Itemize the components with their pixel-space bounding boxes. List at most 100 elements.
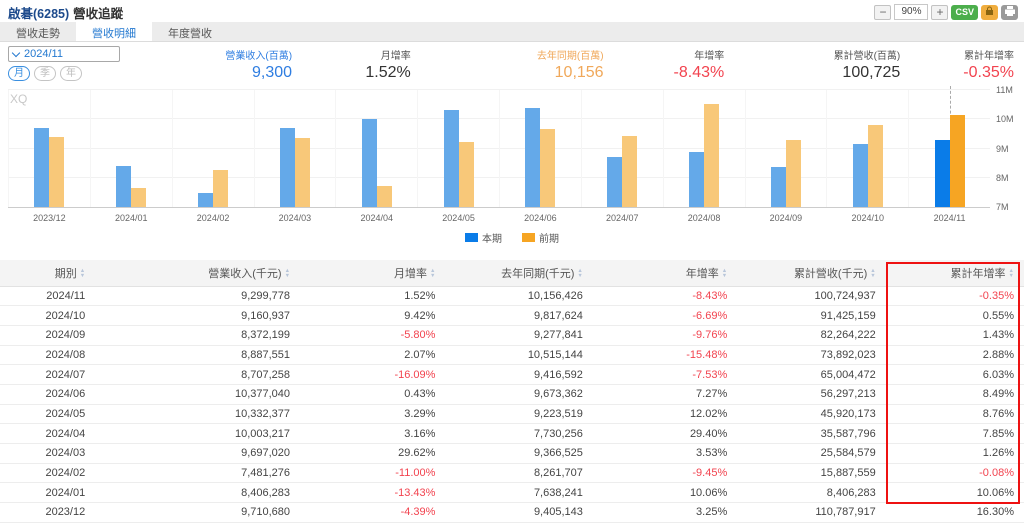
- table-row[interactable]: 2024/07 8,707,258 -16.09% 9,416,592 -7.5…: [0, 364, 1024, 385]
- freq-year-button[interactable]: 年: [60, 66, 82, 81]
- chart-category-slot: 2024/10: [826, 90, 908, 223]
- bar-前期-2024/01[interactable]: [131, 188, 147, 207]
- bar-前期-2024/08[interactable]: [704, 104, 720, 207]
- header-label: 月增率: [393, 267, 427, 280]
- bar-本期-2024/07[interactable]: [607, 157, 623, 207]
- sort-icon[interactable]: [285, 269, 290, 279]
- cell-cumulative-yoy: -0.08%: [885, 463, 1024, 484]
- stat-value: 100,725: [842, 64, 901, 81]
- sort-icon[interactable]: [870, 269, 875, 279]
- cell-cumulative-yoy: 10.06%: [885, 482, 1024, 504]
- table-row[interactable]: 2024/10 9,160,937 9.42% 9,817,624 -6.69%…: [0, 305, 1024, 326]
- table-row[interactable]: 2024/03 9,697,020 29.62% 9,366,525 3.53%…: [0, 443, 1024, 464]
- stat-value: 1.52%: [365, 64, 411, 81]
- zoom-out-button[interactable]: −: [874, 4, 892, 20]
- header-period[interactable]: 期別: [0, 260, 96, 287]
- bar-前期-2024/04[interactable]: [376, 185, 392, 207]
- bar-本期-2023/12[interactable]: [34, 127, 50, 207]
- header-mom[interactable]: 月增率: [300, 260, 446, 287]
- cell-period: 2024/02: [0, 463, 96, 484]
- bar-前期-2024/03[interactable]: [294, 137, 310, 207]
- freq-month-button[interactable]: 月: [8, 66, 30, 81]
- bar-前期-2024/10[interactable]: [867, 124, 883, 207]
- sort-icon[interactable]: [577, 269, 582, 279]
- sort-icon[interactable]: [722, 269, 727, 279]
- bar-前期-2024/07[interactable]: [622, 136, 638, 207]
- revenue-table-wrap: 期別 營業收入(千元) 月增率 去年同期(千元) 年增率 累計營收(千元) 累計…: [0, 260, 1024, 523]
- lock-button[interactable]: [981, 3, 998, 21]
- cell-revenue: 10,377,040: [95, 384, 301, 405]
- stat-last-year: 去年同期(百萬) 10,156: [411, 46, 604, 84]
- bar-前期-2024/02[interactable]: [213, 170, 229, 207]
- tab-revenue-trend[interactable]: 營收走勢: [16, 28, 60, 40]
- bar-前期-2023/12[interactable]: [49, 136, 65, 207]
- table-row[interactable]: 2024/08 8,887,551 2.07% 10,515,144 -15.4…: [0, 345, 1024, 366]
- table-row[interactable]: 2024/05 10,332,377 3.29% 9,223,519 12.02…: [0, 404, 1024, 425]
- cell-yoy: 3.53%: [592, 443, 738, 464]
- print-button[interactable]: [1001, 4, 1018, 20]
- bar-本期-2024/03[interactable]: [279, 128, 295, 207]
- legend-prior-period[interactable]: 前期: [522, 230, 559, 245]
- bar-前期-2024/09[interactable]: [785, 140, 801, 207]
- zoom-level[interactable]: 90%: [894, 4, 929, 20]
- cell-last-year: 10,515,144: [445, 345, 593, 366]
- legend-current-period[interactable]: 本期: [465, 230, 502, 245]
- stat-value: -8.43%: [673, 64, 725, 81]
- header-last-year[interactable]: 去年同期(千元): [445, 260, 593, 287]
- stat-value: -0.35%: [963, 64, 1014, 81]
- header-label: 去年同期(千元): [501, 267, 575, 280]
- bar-前期-2024/06[interactable]: [540, 128, 556, 207]
- header-cumulative[interactable]: 累計營收(千元): [737, 260, 886, 287]
- bar-本期-2024/01[interactable]: [116, 165, 132, 207]
- header-yoy[interactable]: 年增率: [592, 260, 738, 287]
- sort-icon[interactable]: [1009, 269, 1014, 279]
- chart-category-slot: 2024/11: [908, 86, 990, 223]
- sort-icon[interactable]: [430, 269, 435, 279]
- cell-mom: 1.52%: [300, 286, 446, 307]
- x-axis-label: 2024/04: [360, 213, 394, 223]
- cell-period: 2024/03: [0, 443, 96, 464]
- header-revenue[interactable]: 營業收入(千元): [95, 260, 301, 287]
- bar-本期-2024/08[interactable]: [689, 151, 705, 207]
- cell-revenue: 8,406,283: [95, 482, 301, 504]
- lock-icon: [985, 3, 994, 21]
- cell-cumulative-yoy: 16.30%: [885, 502, 1024, 523]
- table-row[interactable]: 2024/02 7,481,276 -11.00% 8,261,707 -9.4…: [0, 463, 1024, 484]
- bar-本期-2024/11[interactable]: [934, 139, 950, 207]
- page-title-label: 營收追蹤: [73, 6, 124, 21]
- bar-本期-2024/10[interactable]: [852, 143, 868, 207]
- bar-本期-2024/06[interactable]: [525, 108, 541, 207]
- cell-mom: -4.39%: [300, 502, 446, 523]
- header-cumulative-yoy[interactable]: 累計年增率: [885, 260, 1024, 287]
- table-row[interactable]: 2024/04 10,003,217 3.16% 7,730,256 29.40…: [0, 423, 1024, 444]
- table-row[interactable]: 2024/11 9,299,778 1.52% 10,156,426 -8.43…: [0, 286, 1024, 307]
- x-axis-label: 2024/09: [769, 213, 803, 223]
- tab-annual-revenue[interactable]: 年度營收: [168, 28, 212, 40]
- csv-export-button[interactable]: CSV: [951, 4, 978, 20]
- tab-revenue-detail[interactable]: 營收明細: [76, 22, 152, 41]
- bar-本期-2024/04[interactable]: [361, 119, 377, 207]
- cell-period: 2024/04: [0, 423, 96, 444]
- period-select[interactable]: 2024/11: [8, 46, 120, 62]
- period-controls: 2024/11 月 季 年: [8, 46, 208, 84]
- zoom-in-button[interactable]: +: [931, 4, 949, 20]
- table-row[interactable]: 2024/09 8,372,199 -5.80% 9,277,841 -9.76…: [0, 325, 1024, 346]
- bar-本期-2024/09[interactable]: [770, 166, 786, 207]
- cell-period: 2024/08: [0, 345, 96, 366]
- legend-label: 前期: [539, 234, 559, 245]
- table-row[interactable]: 2023/12 9,710,680 -4.39% 9,405,143 3.25%…: [0, 502, 1024, 523]
- bar-本期-2024/02[interactable]: [198, 192, 214, 207]
- header-label: 累計年增率: [950, 267, 1006, 280]
- bar-本期-2024/05[interactable]: [443, 109, 459, 207]
- header-label: 年增率: [685, 267, 719, 280]
- table-row[interactable]: 2024/01 8,406,283 -13.43% 7,638,241 10.0…: [0, 482, 1024, 504]
- cell-mom: 3.16%: [300, 423, 446, 444]
- sort-icon[interactable]: [80, 269, 85, 279]
- bar-前期-2024/05[interactable]: [458, 141, 474, 207]
- bar-前期-2024/11[interactable]: [949, 114, 965, 207]
- y-axis-tick: 10M: [996, 114, 1014, 125]
- freq-quarter-button[interactable]: 季: [34, 66, 56, 81]
- header-bar: 啟碁(6285) 營收追蹤 − 90% + CSV: [0, 0, 1024, 22]
- cell-cumulative-yoy: 8.49%: [885, 384, 1024, 405]
- table-row[interactable]: 2024/06 10,377,040 0.43% 9,673,362 7.27%…: [0, 384, 1024, 405]
